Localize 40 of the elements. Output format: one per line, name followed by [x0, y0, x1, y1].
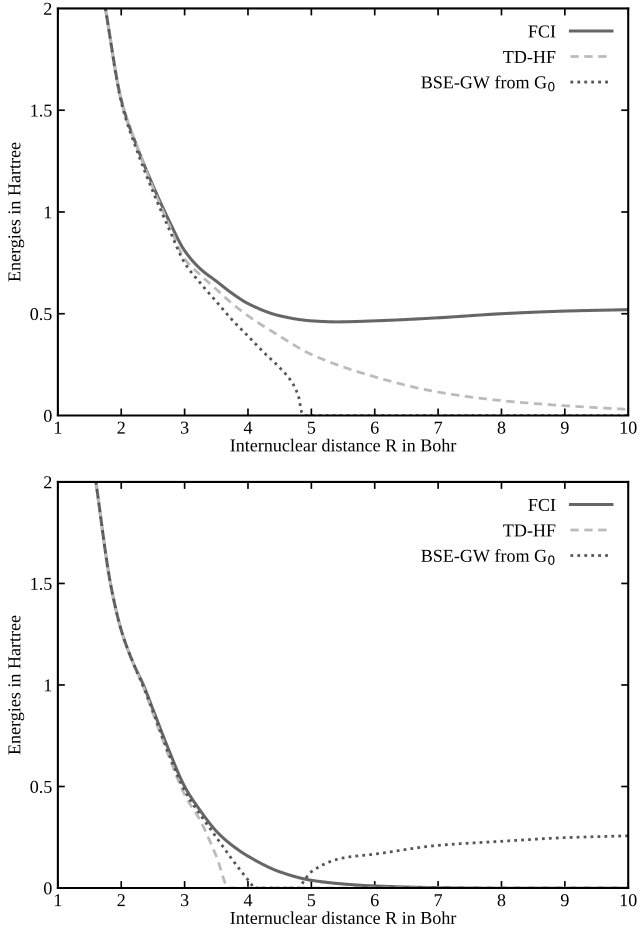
- x-tick-label: 7: [434, 894, 442, 906]
- y-tick-label: 2: [44, 476, 52, 488]
- legend-label: BSE-GW from G$_{0}$: [421, 76, 554, 92]
- x-axis-title: Internuclear distance R in Bohr: [230, 911, 456, 924]
- y-tick-label: 1.5: [31, 104, 52, 117]
- y-tick-label: 2: [44, 2, 52, 15]
- x-tick-label: 3: [180, 894, 188, 906]
- x-tick-label: 6: [370, 422, 379, 434]
- legend-label: TD-HF: [503, 524, 556, 536]
- y-tick-label: 0: [44, 882, 52, 894]
- x-tick-label: 9: [560, 422, 569, 434]
- y-axis-title: Energies in Hartree: [8, 616, 24, 754]
- x-tick-label: 3: [180, 422, 188, 434]
- x-tick-label: 6: [370, 894, 379, 906]
- x-tick-label: 7: [434, 422, 442, 434]
- legend-label: FCI: [528, 25, 556, 38]
- legend-label: FCI: [528, 498, 556, 512]
- legend-label: BSE-GW from G$_{0}$: [421, 549, 554, 565]
- legend-label: TD-HF: [503, 51, 556, 63]
- x-tick-label: 2: [118, 422, 125, 434]
- x-tick-label: 1: [54, 422, 62, 434]
- x-tick-label: 10: [620, 894, 637, 906]
- x-tick-label: 8: [498, 894, 506, 906]
- x-tick-label: 5: [308, 422, 316, 434]
- x-tick-label: 4: [244, 422, 252, 434]
- x-tick-label: 10: [620, 422, 637, 434]
- y-tick-label: 1: [44, 679, 52, 692]
- x-tick-label: 8: [498, 422, 506, 434]
- x-tick-label: 9: [560, 894, 569, 906]
- x-tick-label: 4: [244, 894, 252, 906]
- x-tick-label: 1: [54, 894, 62, 906]
- y-axis-title: Energies in Hartree: [8, 142, 24, 282]
- y-tick-label: 0.5: [30, 780, 52, 794]
- y-tick-label: 1: [44, 206, 52, 218]
- x-tick-label: 2: [118, 894, 125, 906]
- y-tick-label: 0: [44, 410, 52, 422]
- x-axis-title: Internuclear distance R in Bohr: [230, 438, 456, 452]
- y-tick-label: 1.5: [31, 578, 52, 590]
- y-tick-label: 0.5: [30, 308, 52, 320]
- x-tick-label: 5: [308, 894, 316, 906]
